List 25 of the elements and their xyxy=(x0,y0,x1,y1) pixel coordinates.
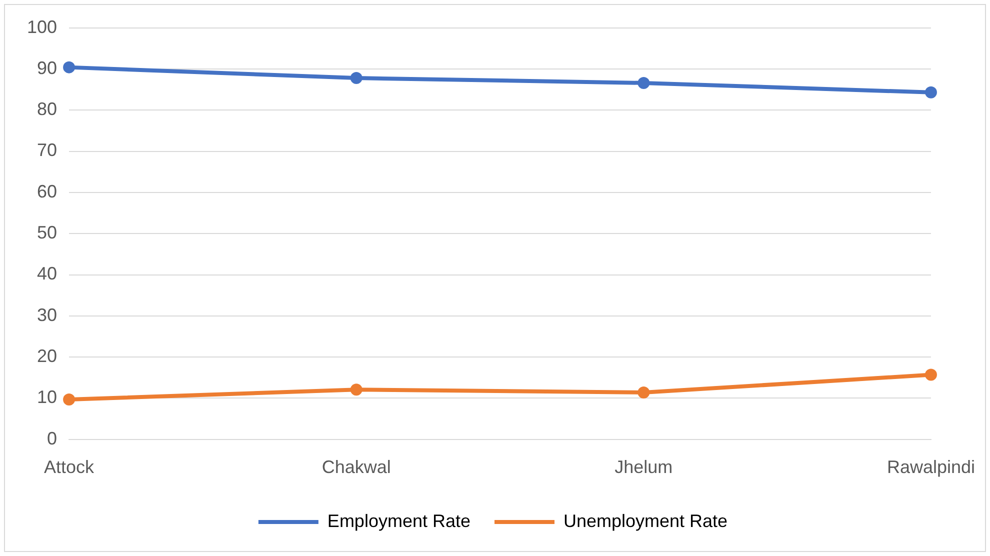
x-tick-label: Chakwal xyxy=(322,457,391,478)
x-tick-label: Jhelum xyxy=(614,457,673,478)
y-tick-label: 10 xyxy=(37,387,58,408)
point xyxy=(638,76,650,89)
legend-label: Unemployment Rate xyxy=(563,510,728,531)
y-tick-label: 40 xyxy=(37,264,58,284)
y-tick-label: 0 xyxy=(47,428,58,448)
y-tick-label: 80 xyxy=(37,99,58,120)
y-tick-label: 50 xyxy=(37,222,58,243)
y-tick-label: 70 xyxy=(37,140,58,160)
x-tick-label: Rawalpindi xyxy=(886,457,976,478)
point xyxy=(350,72,362,84)
point xyxy=(350,384,362,396)
point xyxy=(63,61,76,74)
x-tick-label: Attock xyxy=(44,457,96,478)
y-tick-label: 60 xyxy=(37,181,58,202)
point xyxy=(63,393,76,406)
point xyxy=(924,368,937,381)
y-tick-label: 100 xyxy=(26,16,58,37)
y-tick-label: 90 xyxy=(37,58,58,78)
y-tick-label: 30 xyxy=(37,304,58,325)
y-tick-label: 20 xyxy=(37,346,58,366)
point xyxy=(924,86,937,98)
legend-label: Employment Rate xyxy=(327,510,470,531)
point xyxy=(638,386,650,398)
